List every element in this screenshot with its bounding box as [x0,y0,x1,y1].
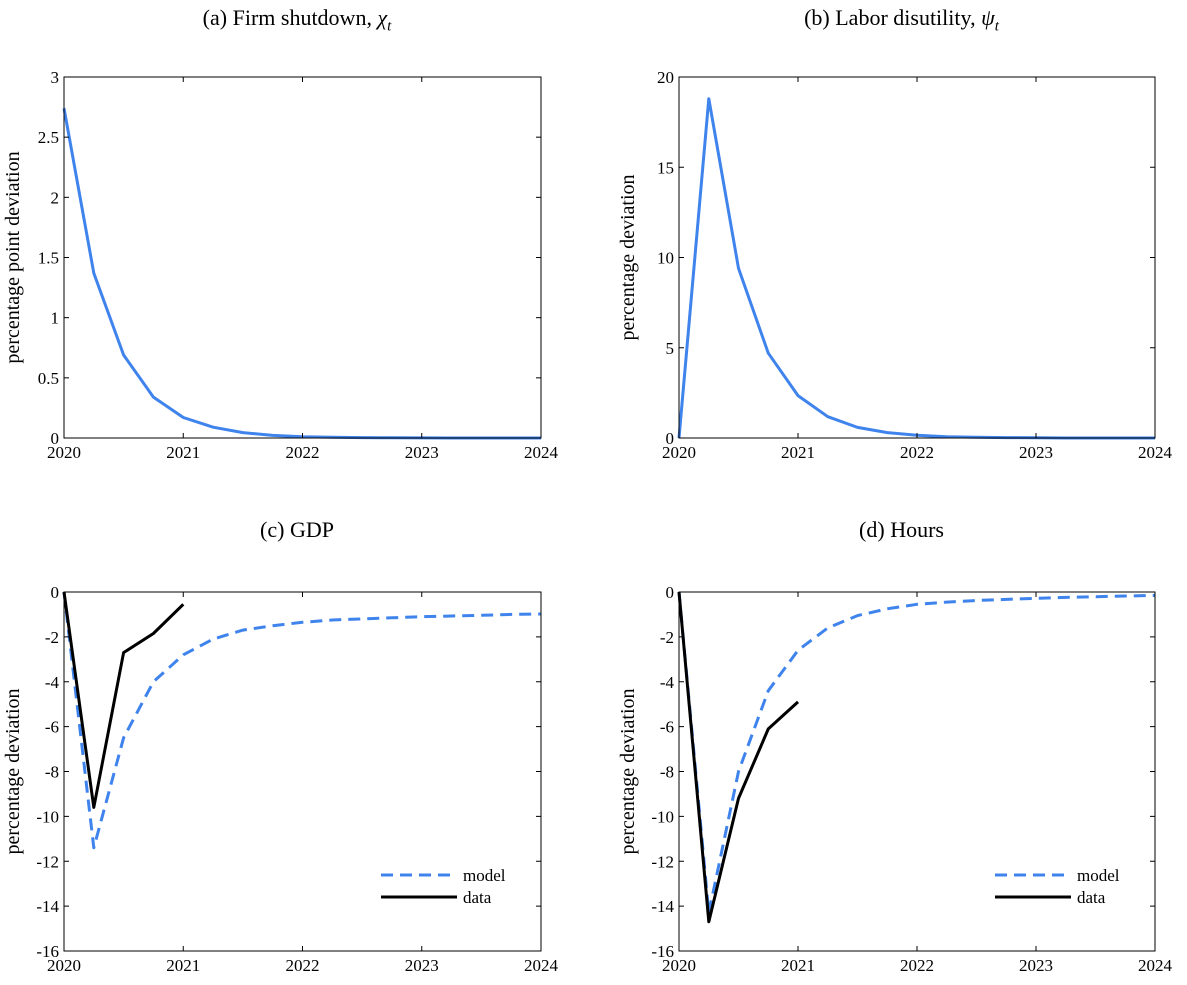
x-tick-label: 2021 [166,443,200,462]
panel-label: (d) [859,517,885,542]
y-tick-label: -2 [660,628,674,647]
x-tick-label: 2024 [524,956,559,975]
panel-label: (b) [804,5,830,30]
series-line-series-0 [677,97,1155,440]
x-tick-label: 2022 [286,443,320,462]
title-symbol: χ [377,5,388,30]
x-tick-label: 2020 [662,956,696,975]
plot-frame [63,76,542,439]
y-tick-label: -8 [45,763,59,782]
panel-title: (a) Firm shutdown, χt [0,5,594,35]
panel-label: (c) [260,517,285,542]
x-tick-label: 2021 [781,443,815,462]
x-tick-label: 2022 [286,956,320,975]
title-symbol: ψ [981,5,995,30]
series-line-data [677,591,800,924]
y-tick-label: -8 [660,763,674,782]
chart-svg: 2020 2021 2022 2023 2024 0 5 10 15 20 percentage d… [617,68,1173,462]
y-tick-label: -4 [660,673,675,692]
panel-title: (c) GDP [0,517,594,543]
y-axis-label: percentage point deviation [2,151,24,363]
y-tick-label: 3 [51,68,60,87]
y-tick-label: 0.5 [38,369,59,388]
x-tick-label: 2023 [405,956,439,975]
y-tick-label: 10 [657,249,674,268]
x-tick-label: 2021 [781,956,815,975]
legend-label-data: data [463,888,492,907]
series-line-model [62,591,542,850]
y-tick-label: 5 [666,339,675,358]
x-tick-label: 2022 [900,956,934,975]
y-axis-label: percentage deviation [617,688,639,854]
panel-c: (c) GDP 2020 2021 2022 2023 2024 -16 -14 -12 -10… [0,485,594,985]
legend-label-data: data [1077,888,1106,907]
y-tick-label: -12 [651,852,674,871]
chart-svg: 2020 2021 2022 2023 2024 -16 -14 -12 -10 -8 -6 -4 -2… [617,583,1173,975]
x-tick-label: 2020 [662,443,696,462]
panel-a: (a) Firm shutdown, χt 2020 2021 2022 2023 20… [0,0,594,485]
series-line-model [677,591,1156,915]
x-tick-label: 2023 [1019,443,1053,462]
y-tick-label: -10 [651,807,674,826]
y-tick-label: 1.5 [38,249,59,268]
x-tick-label: 2023 [1019,956,1053,975]
y-tick-label: -6 [45,718,59,737]
panel-d: (d) Hours 2020 2021 2022 2023 2024 -16 -14 -12 -… [594,485,1187,985]
y-tick-label: -6 [660,718,674,737]
title-text: Firm shutdown, [232,5,372,30]
y-tick-label: 20 [657,68,674,87]
y-tick-label: -4 [45,673,60,692]
plot-frame [678,76,1156,439]
legend-label-model: model [463,866,506,885]
y-tick-label: 2 [51,188,60,207]
title-text: Hours [890,517,944,542]
x-tick-label: 2022 [900,443,934,462]
title-subscript: t [387,18,392,35]
title-subscript: t [994,18,999,35]
panel-label: (a) [202,5,228,30]
y-tick-label: 1 [51,309,60,328]
y-axis-label: percentage deviation [617,174,639,340]
y-tick-label: 0 [51,429,60,448]
y-tick-label: 0 [666,429,675,448]
legend-label-model: model [1077,866,1120,885]
series-line-series-0 [62,108,541,440]
y-tick-label: -14 [36,897,59,916]
title-text: Labor disutility, [835,5,976,30]
chart-svg: 2020 2021 2022 2023 2024 -16 -14 -12 -10 -8 -6 -4 -2… [2,583,559,975]
y-tick-label: -10 [36,807,59,826]
panel-title: (d) Hours [594,517,1187,543]
panel-b: (b) Labor disutility, ψt 2020 2021 2022 202… [594,0,1187,485]
y-tick-label: 2.5 [38,128,59,147]
y-axis-label: percentage deviation [2,688,24,854]
series-line-data [62,591,185,809]
y-tick-label: -16 [651,942,674,961]
x-tick-label: 2020 [47,956,81,975]
y-tick-label: -12 [36,852,59,871]
y-tick-label: 15 [657,158,674,177]
x-tick-label: 2021 [166,956,200,975]
title-text: GDP [289,517,334,542]
x-tick-label: 2020 [47,443,81,462]
y-tick-label: -14 [651,897,674,916]
x-tick-label: 2024 [1138,956,1173,975]
x-tick-label: 2024 [1138,443,1173,462]
panel-title: (b) Labor disutility, ψt [594,5,1187,35]
y-tick-label: -2 [45,628,59,647]
chart-svg: 2020 2021 2022 2023 2024 0 0.5 1 1.5 2 2.5 3 percent… [2,68,559,462]
y-tick-label: 0 [51,583,60,602]
y-tick-label: 0 [666,583,675,602]
x-tick-label: 2023 [405,443,439,462]
x-tick-label: 2024 [524,443,559,462]
y-tick-label: -16 [36,942,59,961]
